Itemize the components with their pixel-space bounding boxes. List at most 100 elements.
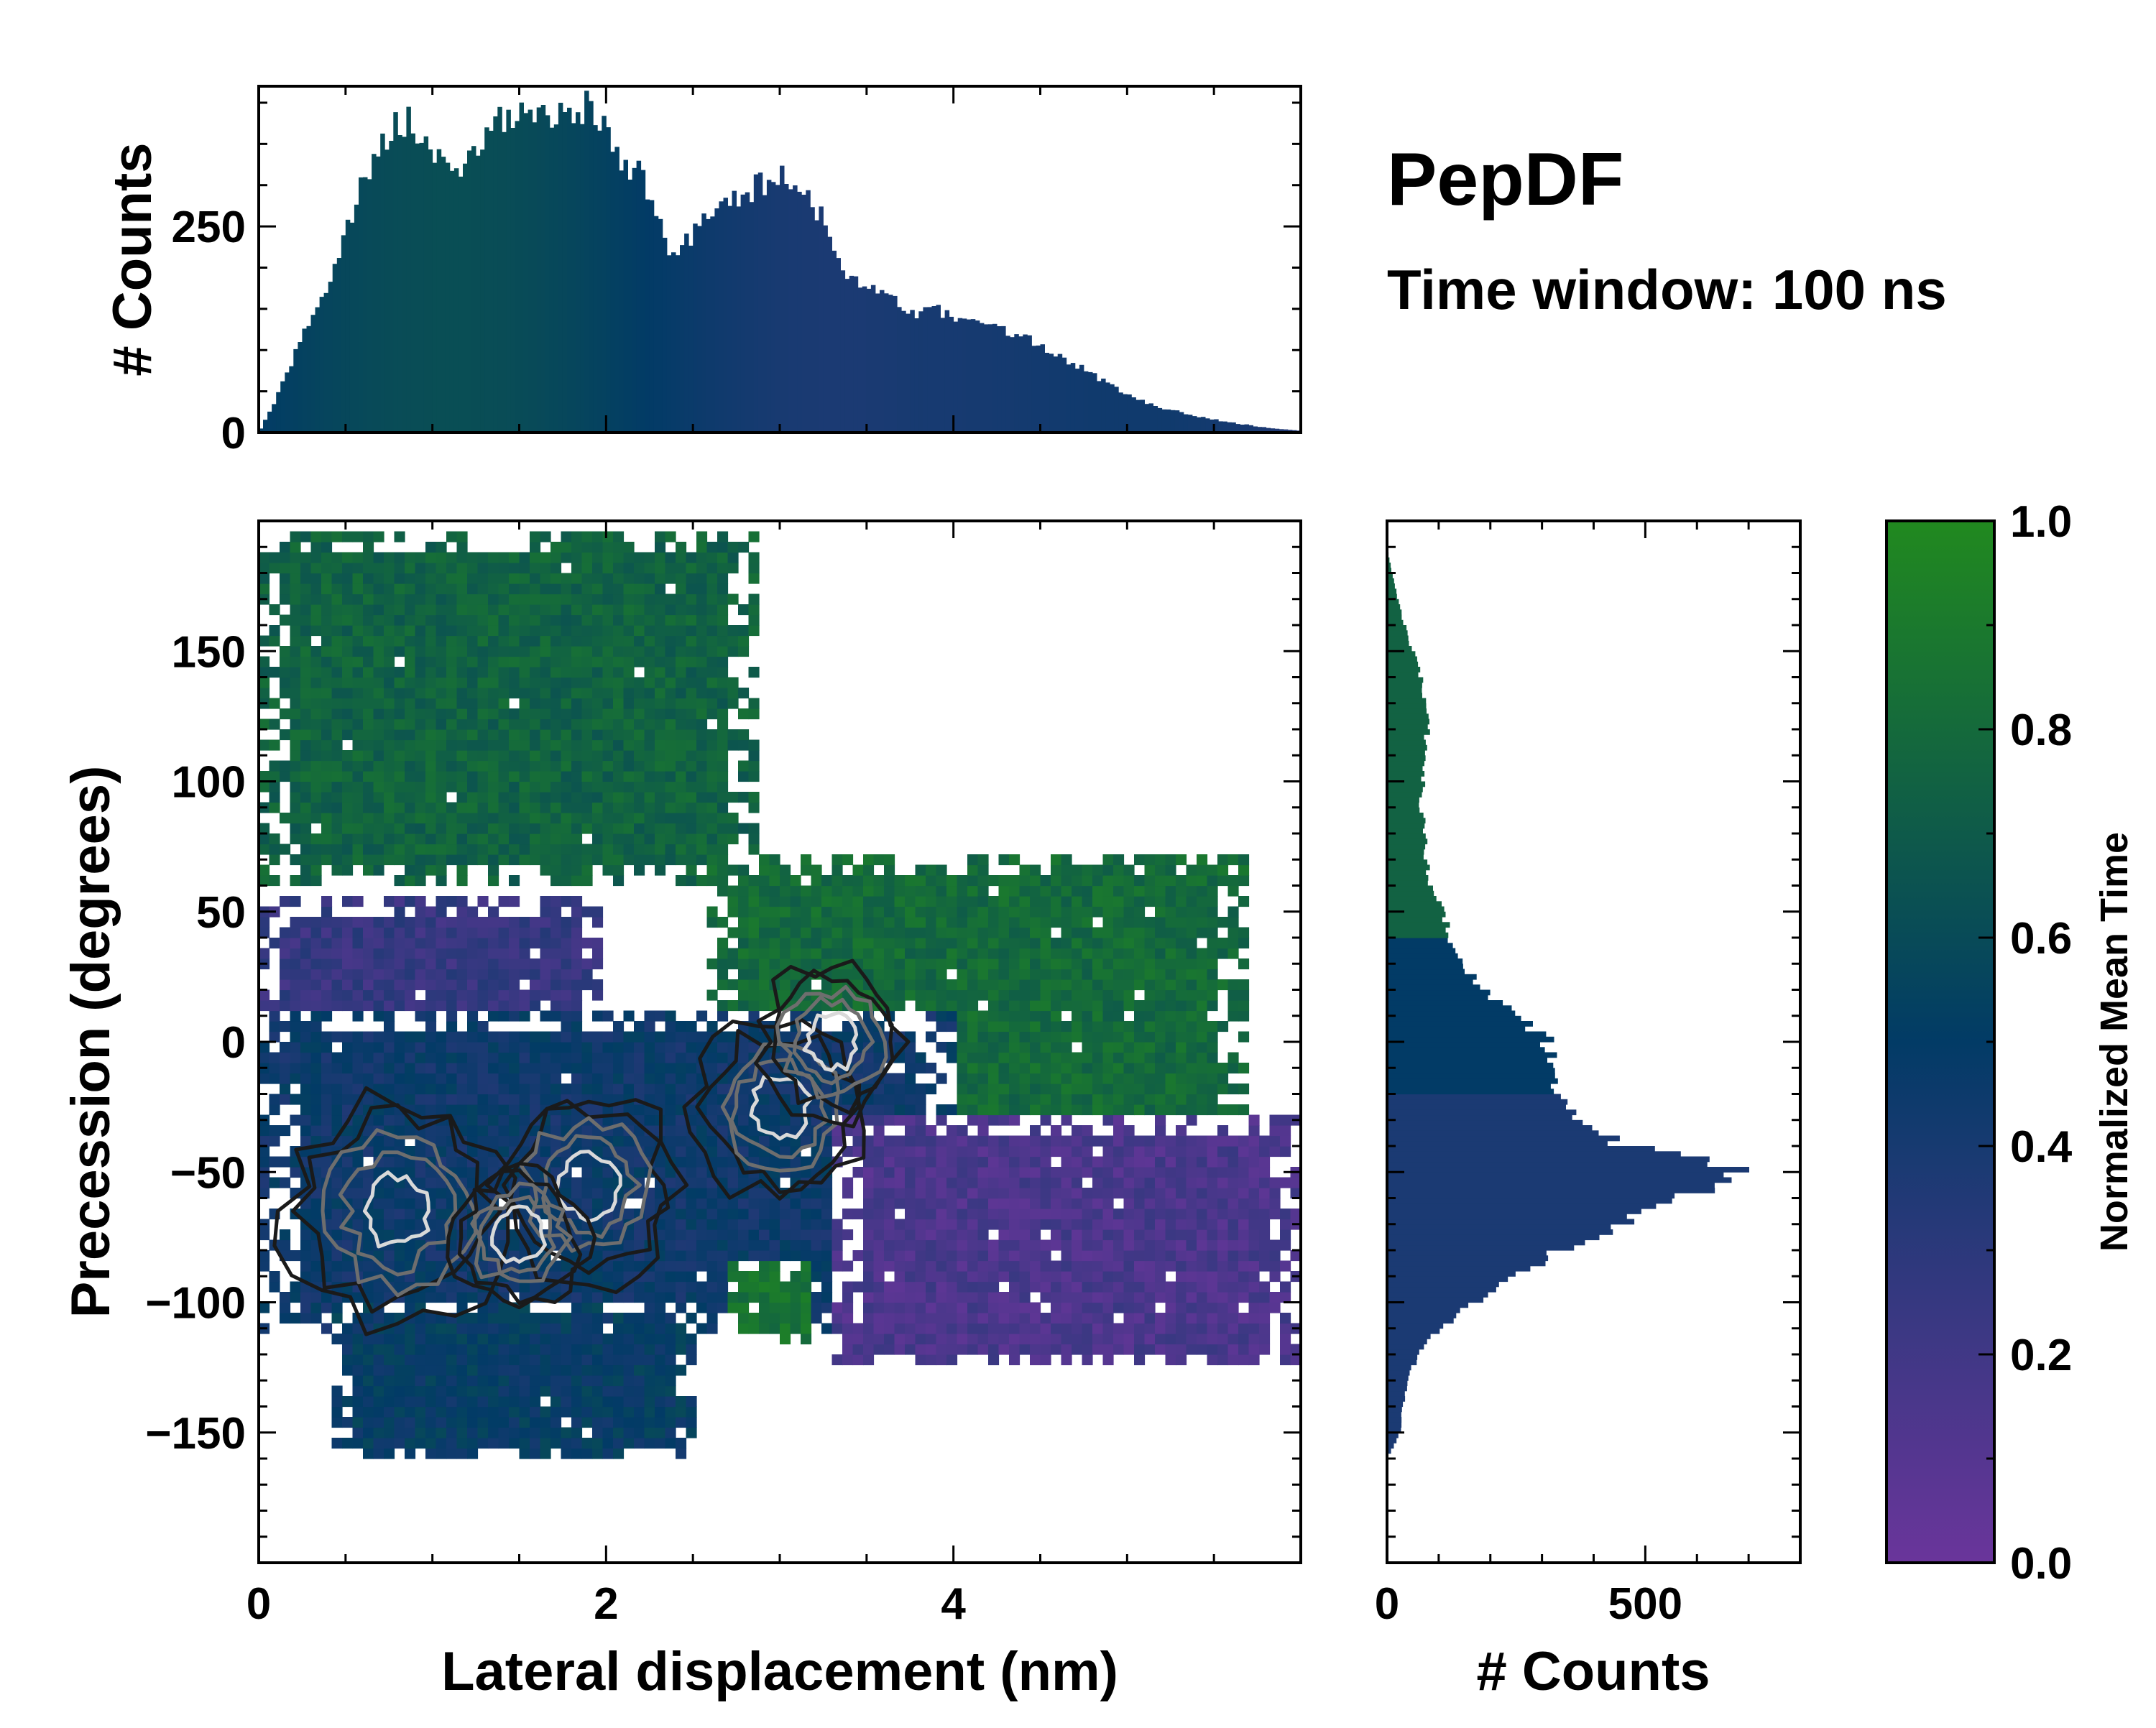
heatmap-cell (801, 907, 811, 918)
heatmap-cell (634, 740, 645, 751)
heatmap-cell (936, 938, 947, 948)
heatmap-cell (425, 917, 436, 928)
heatmap-cell (686, 667, 697, 678)
heatmap-cell (561, 740, 572, 751)
top-histogram-bar (1088, 372, 1093, 433)
heatmap-cell (425, 583, 436, 594)
top-histogram-bar (267, 412, 272, 433)
heatmap-cell (634, 1313, 645, 1323)
heatmap-cell (571, 1375, 582, 1386)
heatmap-cell (384, 594, 395, 605)
heatmap-cell (415, 1094, 426, 1105)
heatmap-cell (342, 854, 353, 865)
heatmap-cell (613, 708, 624, 719)
heatmap-cell (1041, 1240, 1051, 1251)
heatmap-cell (457, 698, 468, 709)
heatmap-cell (863, 1178, 874, 1188)
heatmap-cell (550, 1365, 561, 1376)
heatmap-cell (550, 1053, 561, 1063)
heatmap-cell (645, 615, 655, 626)
top-histogram-bar (1036, 346, 1041, 433)
heatmap-cell (978, 1334, 989, 1344)
heatmap-cell (759, 917, 770, 928)
heatmap-cell (613, 1261, 624, 1272)
heatmap-cell (363, 803, 374, 813)
top-histogram-bar (1218, 421, 1223, 433)
heatmap-cell (1020, 1000, 1031, 1011)
heatmap-cell (738, 928, 749, 938)
heatmap-cell (478, 1042, 489, 1053)
heatmap-cell (467, 1344, 478, 1355)
heatmap-cell (655, 719, 665, 730)
heatmap-cell (946, 907, 957, 918)
heatmap-cell (884, 1323, 895, 1334)
heatmap-cell (645, 1032, 655, 1043)
heatmap-cell (520, 823, 530, 834)
heatmap-cell (509, 1053, 520, 1063)
heatmap-cell (321, 740, 332, 751)
heatmap-cell (696, 532, 707, 542)
heatmap-cell (374, 625, 384, 636)
heatmap-cell (332, 1229, 343, 1240)
heatmap-cell (624, 708, 635, 719)
heatmap-cell (550, 636, 561, 647)
heatmap-cell (1009, 1292, 1020, 1303)
heatmap-cell (884, 1146, 895, 1157)
heatmap-cell (988, 1063, 999, 1073)
heatmap-cell (592, 948, 603, 959)
heatmap-cell (571, 1386, 582, 1397)
heatmap-cell (916, 1157, 926, 1168)
heatmap-cell (530, 532, 540, 542)
heatmap-cell (1020, 948, 1031, 959)
heatmap-cell (321, 761, 332, 772)
heatmap-cell (499, 979, 510, 990)
heatmap-cell (613, 553, 624, 563)
heatmap-cell (967, 1344, 978, 1355)
heatmap-cell (613, 844, 624, 855)
top-histogram-bar (1222, 422, 1227, 433)
heatmap-cell (988, 938, 999, 948)
heatmap-cell (1020, 1053, 1031, 1063)
heatmap-cell (738, 604, 749, 615)
heatmap-cell (978, 1146, 989, 1157)
heatmap-cell (363, 1438, 374, 1449)
heatmap-cell (874, 875, 885, 886)
heatmap-cell (728, 542, 739, 553)
heatmap-cell (550, 875, 561, 886)
heatmap-cell (280, 1178, 290, 1188)
heatmap-cell (707, 1053, 718, 1063)
heatmap-cell (801, 1323, 811, 1334)
heatmap-cell (738, 1198, 749, 1209)
heatmap-cell (363, 958, 374, 969)
top-histogram-bar (293, 349, 298, 433)
heatmap-cell (520, 958, 530, 969)
top-histogram-bar (1179, 412, 1184, 433)
heatmap-cell (624, 646, 635, 657)
heatmap-cell (582, 1303, 593, 1313)
heatmap-cell (832, 875, 843, 886)
heatmap-cell (936, 1209, 947, 1219)
heatmap-cell (270, 1125, 280, 1136)
heatmap-cell (946, 1271, 957, 1282)
heatmap-cell (863, 958, 874, 969)
top-histogram-bar (563, 112, 568, 433)
heatmap-cell (520, 740, 530, 751)
heatmap-cell (499, 803, 510, 813)
heatmap-cell (478, 1053, 489, 1063)
heatmap-cell (488, 761, 499, 772)
heatmap-cell (759, 1115, 770, 1126)
top-histogram-bar (832, 251, 837, 433)
heatmap-cell (509, 688, 520, 698)
heatmap-cell (946, 1136, 957, 1147)
heatmap-cell (905, 958, 916, 969)
heatmap-cell (1009, 928, 1020, 938)
heatmap-cell (311, 657, 322, 667)
heatmap-cell (540, 1053, 551, 1063)
heatmap-cell (665, 667, 676, 678)
heatmap-cell (967, 1292, 978, 1303)
heatmap-cell (415, 854, 426, 865)
heatmap-cell (895, 907, 906, 918)
top-histogram-bar (732, 191, 737, 433)
heatmap-cell (446, 1438, 457, 1449)
heatmap-cell (603, 1084, 614, 1094)
